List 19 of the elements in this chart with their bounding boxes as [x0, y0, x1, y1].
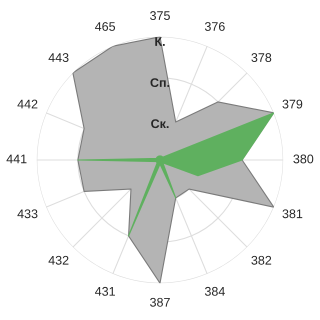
spoke-label: 381 [282, 209, 302, 218]
spoke-label: 465 [95, 22, 116, 31]
spoke-label: 378 [251, 53, 272, 62]
spoke-label: 376 [204, 22, 225, 31]
spoke-label: 441 [6, 154, 26, 164]
spoke-label: 379 [282, 100, 302, 108]
y-tick-label: Ск. [151, 119, 169, 128]
spoke-label: 442 [17, 100, 38, 108]
spoke-label: 375 [150, 11, 170, 20]
spoke-label: 432 [48, 256, 68, 265]
spoke-label: 387 [150, 298, 170, 307]
spoke-label: 380 [293, 154, 314, 164]
y-tick-label: Сп. [150, 78, 170, 88]
spoke-label: 384 [204, 286, 225, 296]
y-tick-label: К. [155, 37, 165, 46]
spoke-label: 433 [17, 209, 38, 218]
spoke-label: 382 [251, 256, 272, 265]
spoke-label: 443 [48, 53, 69, 62]
spoke-label: 431 [95, 286, 115, 296]
